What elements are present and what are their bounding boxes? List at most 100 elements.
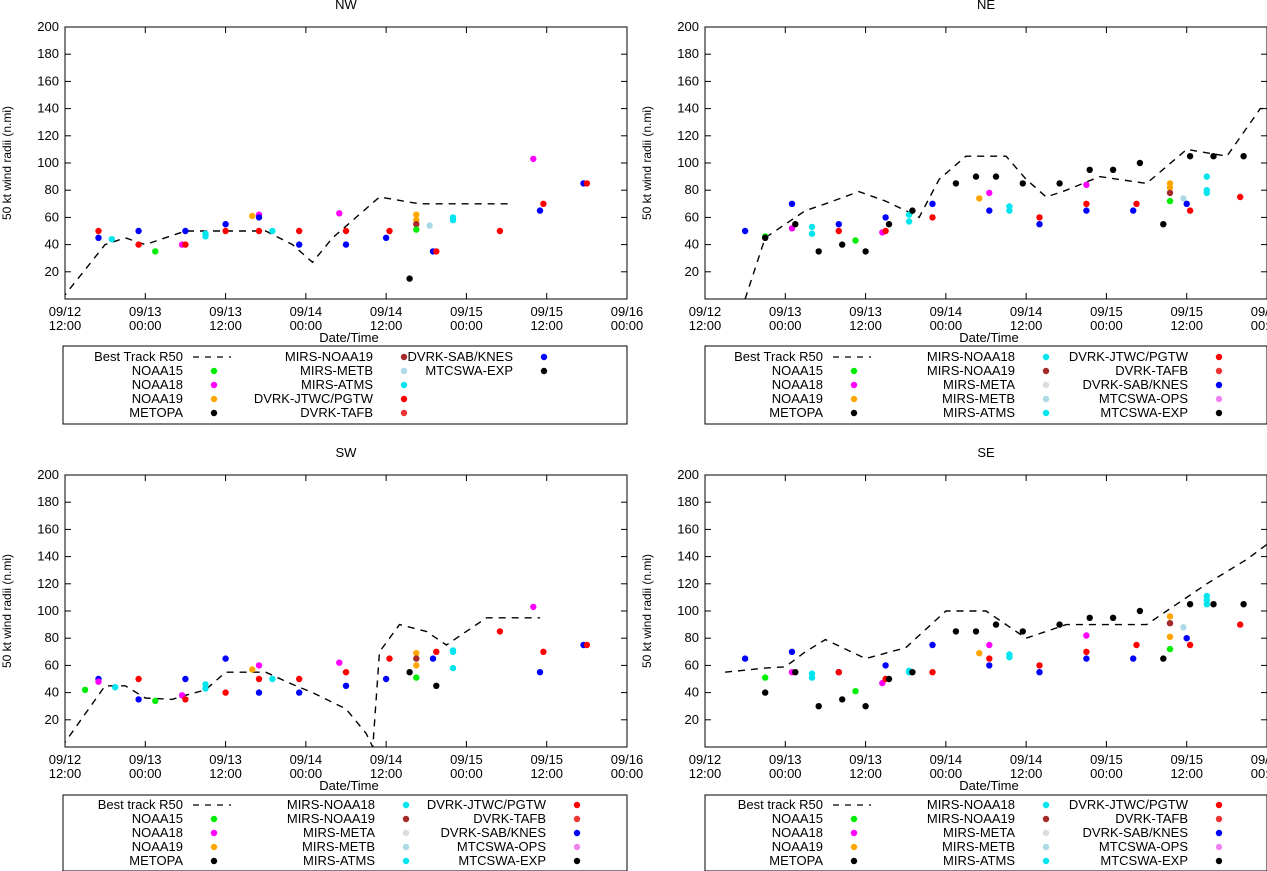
legend-marker [1215,815,1223,823]
data-point-dvrk-sab-knes [1036,669,1043,676]
legend-marker [210,367,218,375]
y-tick-label: 180 [677,494,699,509]
y-tick-label: 20 [685,264,699,279]
legend-label: METOPA [129,405,183,420]
data-point-dvrk-sab-knes [222,655,229,662]
data-point-dvrk-sab-knes [342,682,350,689]
x-tick-label: 12:00 [689,766,722,781]
data-point-metopa [1086,614,1093,621]
legend-label: DVRK-JTWC/PGTW [1069,349,1189,364]
legend-marker [1215,857,1223,865]
data-point-metopa [1160,655,1167,662]
data-point-metopa [972,173,980,180]
y-tick-label: 160 [677,521,699,536]
data-point-dvrk-jtwc-pgtw [222,227,229,235]
data-point-metopa [792,669,799,676]
legend-marker [1042,815,1050,823]
data-point-noaa18 [95,678,102,685]
data-point-dvrk-jtwc-pgtw [540,648,547,655]
data-point-dvrk-jtwc-pgtw [386,227,393,235]
data-point-metopa [952,180,960,187]
data-point-mirs-atms [1203,173,1211,180]
legend-label: DVRK-JTWC/PGTW [427,797,547,812]
data-point-mirs-atms [1006,203,1013,210]
x-tick-label: 00:00 [1251,318,1267,333]
legend-label: NOAA15 [772,811,823,826]
legend-label: METOPA [769,405,823,420]
data-point-metopa [1186,153,1194,160]
data-point-mirs-metb [426,222,433,229]
x-tick-label: 00:00 [450,318,483,333]
legend-marker [1042,395,1050,403]
x-tick-label: 12:00 [209,766,242,781]
data-point-dvrk-sab-knes [296,241,303,248]
legend-marker [850,843,858,851]
legend-label: MTCSWA-OPS [1099,391,1188,406]
legend-label: MTCSWA-EXP [458,853,546,868]
x-tick-label: 09/13 [769,752,802,767]
data-point-dvrk-sab-knes [929,200,936,207]
chart-title: NE [977,0,995,12]
data-point-mirs-atms [905,218,913,225]
x-axis-label: Date/Time [959,778,1018,793]
data-point-dvrk-jtwc-pgtw [433,248,440,255]
x-tick-label: 09/14 [930,304,963,319]
data-point-dvrk-jtwc-pgtw [1237,621,1244,628]
legend-label: MTCSWA-EXP [425,363,513,378]
legend-box [62,345,628,425]
y-tick-label: 140 [677,549,699,564]
data-point-dvrk-jtwc-pgtw [135,675,142,683]
y-tick-label: 140 [37,101,59,116]
data-point-metopa [839,241,846,248]
data-point-dvrk-sab-knes [342,241,350,248]
data-point-dvrk-sab-knes [182,227,189,235]
data-point-metopa [1136,607,1144,615]
data-point-noaa19 [249,212,256,220]
legend-marker [1215,409,1223,417]
data-point-metopa [1240,601,1247,608]
x-tick-label: 09/15 [530,304,563,319]
legend-marker [1215,381,1223,389]
y-tick-label: 160 [677,73,699,88]
legend-label: MIRS-NOAA19 [927,363,1015,378]
legend-label: NOAA15 [772,363,823,378]
legend-marker [400,395,408,403]
legend-label: Best Track R50 [94,349,183,364]
x-tick-label: 12:00 [530,318,563,333]
legend-marker [400,353,408,361]
data-point-metopa [862,248,869,255]
y-tick-label: 180 [37,494,59,509]
legend-marker [850,815,858,823]
y-tick-label: 200 [677,19,699,34]
data-point-dvrk-jtwc-pgtw [1186,641,1194,649]
panel-se: SE2040608010012014016018020009/1212:0009… [640,445,1267,871]
y-tick-label: 200 [677,467,699,482]
legend-label: MIRS-ATMS [303,853,375,868]
data-point-metopa [839,696,846,703]
data-point-dvrk-sab-knes [835,221,842,228]
x-tick-label: 09/12 [689,304,722,319]
data-point-dvrk-sab-knes [1130,207,1137,214]
y-tick-label: 60 [685,657,699,672]
x-tick-label: 00:00 [611,766,644,781]
y-tick-label: 40 [685,237,699,252]
y-tick-label: 120 [677,576,699,591]
legend-label: DVRK-SAB/KNES [441,825,547,840]
legend-label: NOAA19 [772,839,823,854]
legend-label: NOAA15 [132,363,183,378]
legend-marker [1215,843,1223,851]
x-tick-label: 12:00 [689,318,722,333]
legend-marker [1042,367,1050,375]
y-tick-label: 180 [37,46,59,61]
data-point-metopa [885,221,893,228]
legend-label: MTCSWA-EXP [1100,405,1188,420]
x-tick-label: 09/12 [49,304,82,319]
data-point-metopa [992,173,1000,180]
y-tick-label: 20 [45,264,59,279]
data-point-dvrk-jtwc-pgtw [1036,214,1043,221]
legend-marker [850,829,858,837]
x-tick-label: 00:00 [1251,766,1267,781]
legend-label: MTCSWA-OPS [1099,839,1188,854]
y-tick-label: 140 [677,101,699,116]
x-tick-label: 12:00 [1170,318,1203,333]
